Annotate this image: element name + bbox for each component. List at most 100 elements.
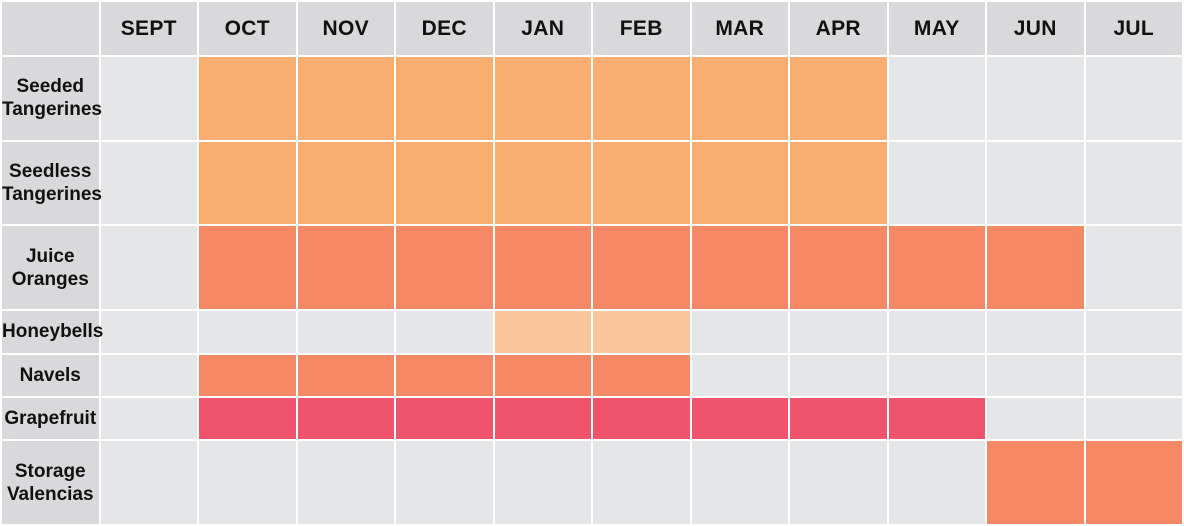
season-cell-available xyxy=(593,311,690,353)
month-header-dec: DEC xyxy=(396,2,493,55)
season-cell-available xyxy=(297,354,394,396)
season-cell-available xyxy=(494,57,591,140)
season-cell-empty xyxy=(987,397,1084,440)
season-cell-available xyxy=(297,141,394,225)
season-cell-available xyxy=(790,226,887,310)
season-cell-empty xyxy=(1085,311,1182,353)
season-cell-empty xyxy=(987,141,1084,225)
season-cell-empty xyxy=(790,354,887,396)
season-cell-available xyxy=(199,226,296,310)
season-cell-empty xyxy=(888,441,985,524)
month-header-row: SEPT OCT NOV DEC JAN FEB MAR APR MAY JUN JUL xyxy=(2,2,1182,55)
season-cell-empty xyxy=(100,141,197,225)
season-cell-available xyxy=(199,141,296,225)
season-cell-empty xyxy=(691,441,788,524)
fruit-row: Seedless Tangerines xyxy=(2,141,1182,225)
row-label: Seedless Tangerines xyxy=(2,141,102,225)
month-header-jan: JAN xyxy=(494,2,591,55)
season-cell-available xyxy=(987,441,1084,524)
season-cell-empty xyxy=(987,354,1084,396)
season-cell-available xyxy=(593,57,690,140)
season-cell-available xyxy=(593,226,690,310)
season-cell-empty xyxy=(691,311,788,353)
season-cell-empty xyxy=(494,441,591,524)
season-cell-available xyxy=(396,354,493,396)
season-cell-available xyxy=(1085,441,1182,524)
season-cell-empty xyxy=(1085,57,1182,140)
season-cell-empty xyxy=(888,354,985,396)
month-header-sept: SEPT xyxy=(100,2,197,55)
season-cell-available xyxy=(297,226,394,310)
row-label: Navels xyxy=(2,354,99,396)
fruit-row: Seeded Tangerines xyxy=(2,57,1182,140)
season-cell-available xyxy=(691,141,788,225)
month-header-mar: MAR xyxy=(691,2,788,55)
fruit-row: Navels xyxy=(2,354,1182,396)
month-header-jul: JUL xyxy=(1085,2,1182,55)
corner-cell xyxy=(2,2,99,55)
season-cell-available xyxy=(396,226,493,310)
row-label: Honeybells xyxy=(2,311,103,353)
fruit-row: Honeybells xyxy=(2,311,1182,353)
season-cell-empty xyxy=(888,311,985,353)
season-cell-empty xyxy=(1085,354,1182,396)
season-cell-available xyxy=(199,397,296,440)
season-cell-empty xyxy=(888,57,985,140)
season-cell-empty xyxy=(396,441,493,524)
season-cell-available xyxy=(593,354,690,396)
season-cell-empty xyxy=(790,311,887,353)
month-header-jun: JUN xyxy=(987,2,1084,55)
month-header-oct: OCT xyxy=(199,2,296,55)
month-header-apr: APR xyxy=(790,2,887,55)
season-cell-available xyxy=(494,226,591,310)
season-cell-available xyxy=(888,226,985,310)
season-cell-available xyxy=(199,354,296,396)
season-cell-available xyxy=(691,397,788,440)
season-cell-available xyxy=(691,226,788,310)
season-cell-available xyxy=(790,57,887,140)
row-label: Grapefruit xyxy=(2,397,99,440)
season-cell-available xyxy=(888,397,985,440)
month-header-nov: NOV xyxy=(297,2,394,55)
season-cell-available xyxy=(593,397,690,440)
row-label: Storage Valencias xyxy=(2,441,99,524)
season-cell-empty xyxy=(790,441,887,524)
season-cell-empty xyxy=(100,57,197,140)
season-cell-empty xyxy=(987,311,1084,353)
season-cell-available xyxy=(494,354,591,396)
season-cell-empty xyxy=(297,441,394,524)
season-cell-empty xyxy=(100,441,197,524)
season-cell-available xyxy=(297,397,394,440)
season-cell-empty xyxy=(100,354,197,396)
season-cell-empty xyxy=(888,141,985,225)
season-cell-available xyxy=(593,141,690,225)
season-cell-available xyxy=(987,226,1084,310)
row-label: Juice Oranges xyxy=(2,226,99,310)
season-cell-empty xyxy=(100,311,197,353)
fruit-rows: Seeded Tangerines Seedless Tangerines Juice O… xyxy=(2,57,1182,524)
season-cell-empty xyxy=(396,311,493,353)
fruit-row: Grapefruit xyxy=(2,397,1182,440)
season-cell-empty xyxy=(1085,141,1182,225)
season-cell-empty xyxy=(1085,397,1182,440)
season-cell-empty xyxy=(297,311,394,353)
season-cell-available xyxy=(396,141,493,225)
season-cell-empty xyxy=(987,57,1084,140)
season-cell-empty xyxy=(100,397,197,440)
season-cell-available xyxy=(396,57,493,140)
month-header-may: MAY xyxy=(888,2,985,55)
season-cell-available xyxy=(297,57,394,140)
season-cell-empty xyxy=(593,441,690,524)
month-header-feb: FEB xyxy=(593,2,690,55)
season-cell-empty xyxy=(1085,226,1182,310)
season-cell-available xyxy=(790,397,887,440)
season-cell-available xyxy=(494,397,591,440)
fruit-row: Juice Oranges xyxy=(2,226,1182,310)
fruit-row: Storage Valencias xyxy=(2,441,1182,524)
season-cell-available xyxy=(790,141,887,225)
season-cell-available xyxy=(396,397,493,440)
season-cell-available xyxy=(199,57,296,140)
season-cell-empty xyxy=(199,441,296,524)
season-cell-empty xyxy=(691,354,788,396)
